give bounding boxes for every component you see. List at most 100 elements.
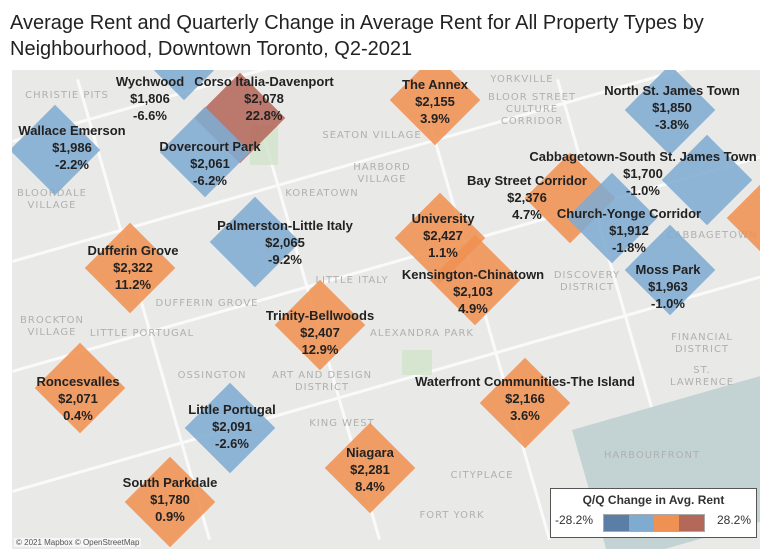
- neighbourhood-name: Waterfront Communities-The Island: [415, 374, 635, 389]
- neighbourhood-name: Church-Yonge Corridor: [556, 206, 702, 221]
- neighbourhood-rent: $2,078: [244, 91, 284, 106]
- neighbourhood-name: Dufferin Grove: [87, 243, 179, 258]
- neighbourhood-name: Little Portugal: [188, 402, 276, 417]
- neighbourhood-label: Palmerston-Little Italy $2,065 -9.2%: [217, 217, 353, 268]
- neighbourhood-name: The Annex: [402, 77, 468, 92]
- place-label: ST. LAWRENCE: [669, 365, 735, 388]
- neighbourhood-label: Moss Park $1,963 -1.0%: [635, 261, 700, 312]
- neighbourhood-rent: $2,322: [113, 260, 153, 275]
- neighbourhood-name: Dovercourt Park: [159, 139, 261, 154]
- neighbourhood-label: Bay Street Corridor $2,376 4.7%: [467, 172, 587, 223]
- neighbourhood-rent: $2,427: [423, 228, 463, 243]
- neighbourhood-change: -1.8%: [612, 240, 646, 255]
- neighbourhood-label: North St. James Town $1,850 -3.8%: [604, 82, 740, 133]
- neighbourhood-label: Niagara $2,281 8.4%: [346, 444, 394, 495]
- neighbourhood-rent: $1,912: [609, 223, 649, 238]
- neighbourhood-label: Dufferin Grove $2,322 11.2%: [87, 242, 178, 293]
- neighbourhood-change: 1.1%: [428, 245, 458, 260]
- neighbourhood-rent: $2,091: [212, 419, 252, 434]
- neighbourhood-change: -6.2%: [193, 173, 227, 188]
- place-label: LITTLE PORTUGAL: [89, 328, 195, 339]
- place-label: FORT YORK: [419, 510, 485, 521]
- place-label: BROCKTON VILLAGE: [20, 315, 84, 338]
- neighbourhood-label: Corso Italia-Davenport $2,078 22.8%: [194, 73, 333, 124]
- neighbourhood-name: Niagara: [346, 445, 394, 460]
- neighbourhood-label: Roncesvalles $2,071 0.4%: [36, 373, 119, 424]
- neighbourhood-name: Wychwood: [115, 74, 185, 89]
- neighbourhood-label: University $2,427 1.1%: [412, 210, 475, 261]
- place-label: DUFFERIN GROVE: [155, 298, 259, 309]
- neighbourhood-change: -1.0%: [651, 296, 685, 311]
- neighbourhood-name: University: [411, 211, 475, 226]
- map-attribution: © 2021 Mapbox © OpenStreetMap: [14, 538, 142, 547]
- neighbourhood-rent: $1,780: [150, 492, 190, 507]
- neighbourhood-rent: $1,963: [648, 279, 688, 294]
- neighbourhood-name: Moss Park: [635, 262, 701, 277]
- neighbourhood-change: 22.8%: [245, 108, 283, 123]
- place-label: HARBOURFRONT: [603, 450, 701, 461]
- color-legend: Q/Q Change in Avg. Rent -28.2% 28.2%: [550, 488, 757, 538]
- place-label: BLOOR STREET CULTURE CORRIDOR: [487, 92, 577, 127]
- place-label: SEATON VILLAGE: [322, 130, 422, 141]
- neighbourhood-rent: $1,850: [652, 100, 692, 115]
- neighbourhood-rent: $2,071: [58, 391, 98, 406]
- neighbourhood-label: Trinity-Bellwoods $2,407 12.9%: [266, 307, 374, 358]
- neighbourhood-rent: $1,700: [623, 166, 663, 181]
- legend-min: -28.2%: [555, 513, 594, 527]
- neighbourhood-change: -2.2%: [55, 157, 89, 172]
- place-label: LITTLE ITALY: [315, 275, 389, 286]
- place-label: CITYPLACE: [450, 470, 514, 481]
- neighbourhood-name: Palmerston-Little Italy: [217, 218, 353, 233]
- map[interactable]: SEATON VILLAGE YORKVILLE BLOOR STREET CULT…: [12, 70, 760, 549]
- neighbourhood-label: Little Portugal $2,091 -2.6%: [188, 401, 275, 452]
- neighbourhood-label: Waterfront Communities-The Island $2,166 3…: [415, 373, 635, 424]
- neighbourhood-label: Kensington-Chinatown $2,103 4.9%: [402, 266, 544, 317]
- neighbourhood-label: The Annex $2,155 3.9%: [402, 76, 468, 127]
- neighbourhood-change: 3.9%: [420, 111, 450, 126]
- neighbourhood-rent: $1,986: [52, 140, 92, 155]
- place-label: CABBAGETOWN: [666, 230, 758, 241]
- place-label: ALEXANDRA PARK: [370, 328, 474, 339]
- legend-max: 28.2%: [716, 513, 751, 527]
- place-label: KING WEST: [309, 418, 375, 429]
- neighbourhood-name: Corso Italia-Davenport: [194, 74, 334, 89]
- place-label: FINANCIAL DISTRICT: [671, 332, 733, 355]
- neighbourhood-change: -1.0%: [626, 183, 660, 198]
- neighbourhood-change: 12.9%: [301, 342, 339, 357]
- neighbourhood-name: North St. James Town: [604, 83, 740, 98]
- chart-title: Average Rent and Quarterly Change in Ave…: [10, 12, 704, 60]
- legend-color-ramp: [603, 514, 705, 532]
- neighbourhood-change: 11.2%: [114, 277, 152, 292]
- neighbourhood-rent: $2,376: [507, 190, 547, 205]
- neighbourhood-name: Roncesvalles: [36, 374, 120, 389]
- neighbourhood-rent: $2,407: [300, 325, 340, 340]
- place-label: CHRISTIE PITS: [25, 90, 109, 101]
- neighbourhood-name: Trinity-Bellwoods: [265, 308, 375, 323]
- place-label: HARBORD VILLAGE: [353, 162, 411, 185]
- neighbourhood-rent: $2,166: [505, 391, 545, 406]
- legend-title: Q/Q Change in Avg. Rent: [582, 493, 725, 507]
- neighbourhood-change: 4.9%: [458, 301, 488, 316]
- place-label: KOREATOWN: [285, 188, 359, 199]
- place-label: ART AND DESIGN DISTRICT: [271, 370, 373, 393]
- neighbourhood-rent: $1,806: [130, 91, 170, 106]
- neighbourhood-change: -6.6%: [133, 108, 167, 123]
- neighbourhood-rent: $2,061: [190, 156, 230, 171]
- neighbourhood-label: Cabbagetown-South St. James Town $1,700 -1…: [529, 148, 756, 199]
- neighbourhood-rent: $2,103: [453, 284, 493, 299]
- neighbourhood-label: Wychwood $1,806 -6.6%: [116, 73, 184, 124]
- park: [402, 350, 432, 375]
- neighbourhood-label: Dovercourt Park $2,061 -6.2%: [159, 138, 260, 189]
- neighbourhood-name: Cabbagetown-South St. James Town: [529, 149, 757, 164]
- place-label: BLOORDALE VILLAGE: [16, 188, 88, 211]
- neighbourhood-rent: $2,065: [265, 235, 305, 250]
- neighbourhood-change: 8.4%: [355, 479, 385, 494]
- neighbourhood-change: -3.8%: [655, 117, 689, 132]
- neighbourhood-name: Wallace Emerson: [18, 123, 126, 138]
- neighbourhood-rent: $2,281: [350, 462, 390, 477]
- neighbourhood-change: -2.6%: [215, 436, 249, 451]
- neighbourhood-name: Bay Street Corridor: [467, 173, 587, 188]
- neighbourhood-label: South Parkdale $1,780 0.9%: [123, 474, 218, 525]
- neighbourhood-name: South Parkdale: [122, 475, 218, 490]
- neighbourhood-change: 3.6%: [510, 408, 540, 423]
